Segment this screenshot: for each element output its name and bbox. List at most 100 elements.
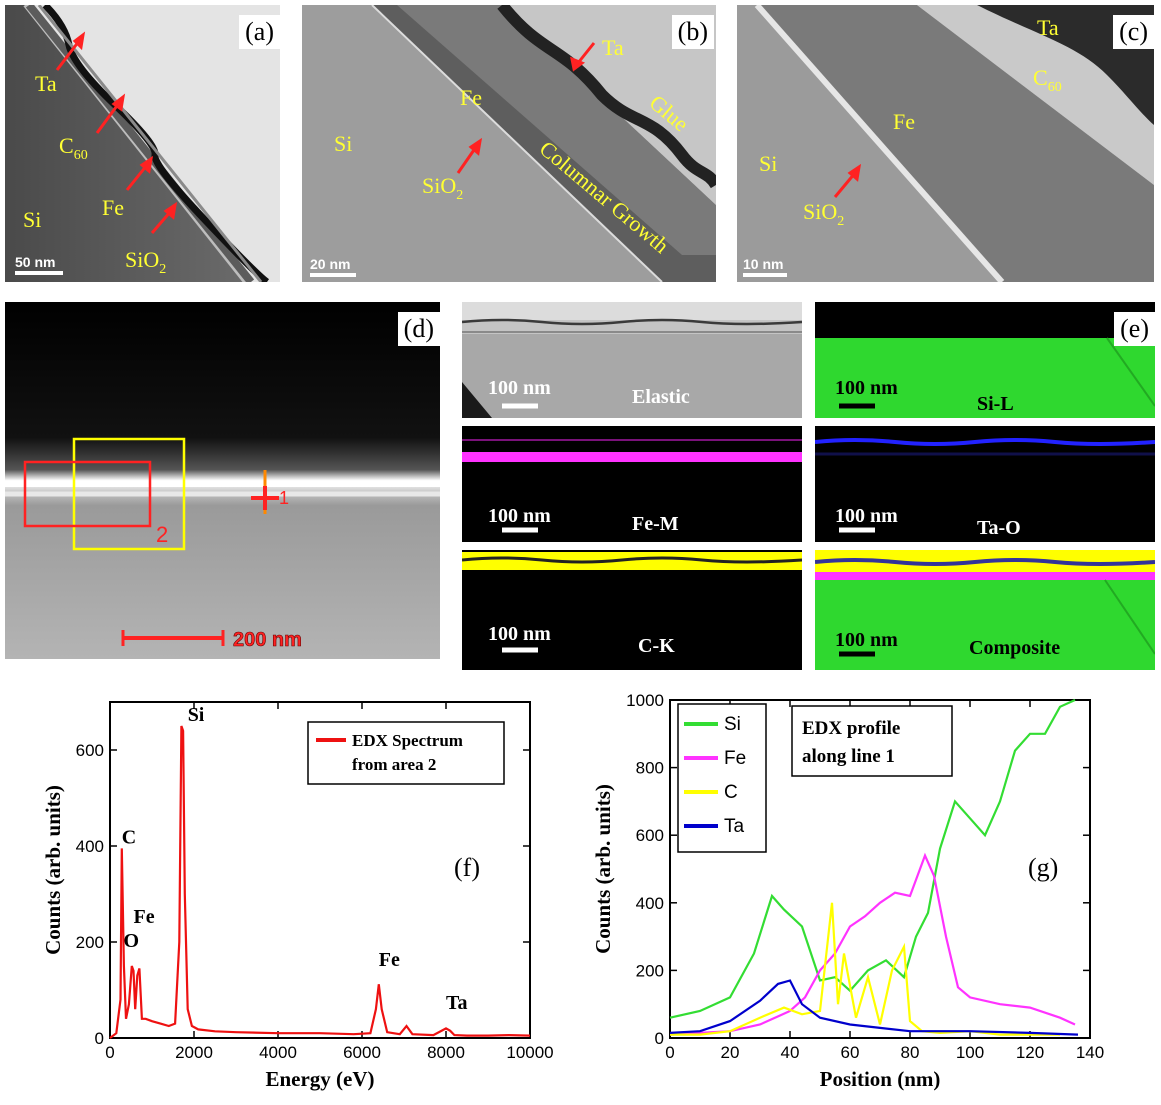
panel-b-label: (b) [671,15,714,49]
panel-a-si-label: Si [23,207,41,232]
y-tick-label: 200 [636,961,664,980]
panel-e-label: (e) [1114,312,1155,346]
series-line-edx-spectrum-from-area-2 [109,725,531,1039]
panel-d-micrograph: 1 2 200 nm [5,302,440,659]
x-tick-label: 2000 [175,1043,213,1062]
panel-e-tao-scale: 100 nm [835,505,898,527]
panel-a-label: (a) [239,15,280,49]
panel-c-arrows [833,163,862,198]
panel-e-map-c-k: 100 nm C-K [462,550,802,670]
x-tick-label: 0 [105,1043,114,1062]
x-tick-label: 60 [841,1043,860,1062]
annotation-line: EDX profile [802,718,900,739]
x-tick-label: 0 [665,1043,674,1062]
series-line-c [670,902,1060,1036]
panel-a-ta-label: Ta [35,71,57,96]
panel-a-sio2-label: SiO2 [125,247,166,277]
peak-label: C [122,827,136,849]
panel-b-tem-image: Ta Glue Fe Si SiO2 Columnar Growth 20 nm… [302,5,716,282]
panel-b-sio2-label: SiO2 [422,173,463,203]
panel-e-sil-label: Si-L [977,393,1014,415]
legend-box [307,721,505,785]
peak-label: Si [188,704,205,726]
panel-e-ck-scale: 100 nm [488,623,551,645]
panel-b-fe-label: Fe [460,85,482,110]
panel-f-edx-spectrum-chart: 0 2000 4000 6000 8000 10000 0 200 400 600 Energy (… [41,701,554,1091]
panel-c-tem-image: Ta C60 Fe Si SiO2 10 nm (c) [737,5,1154,282]
panel-c-fe-label: Fe [893,109,915,134]
plot-frame [669,699,1091,1039]
annotation-line: along line 1 [802,746,895,767]
panel-c-sio2-label: SiO2 [803,199,844,229]
panel-c-micrograph: Ta C60 Fe Si SiO2 10 nm [737,5,1154,282]
panel-g-edx-profile-chart: 0 20 40 60 80 100 120 140 0 200 400 600 800 1000 Posit… [591,691,1104,1091]
panel-b-si-label: Si [334,131,352,156]
series-line-si [669,698,1076,1019]
panel-c-label: (c) [1113,15,1154,49]
y-tick-label: 800 [636,759,664,778]
legend-label-c: C [724,782,738,803]
y-tick-label: 600 [636,826,664,845]
panel-a-scale-label: 50 nm [15,254,55,270]
legend-label-si: Si [724,714,741,735]
chart-legend: EDX Spectrum from area 2 [307,721,505,785]
y-tick-label: 0 [655,1029,664,1048]
y-axis-label: Counts (arb. units) [41,785,65,955]
panel-e-fem-scale: 100 nm [488,505,551,527]
panel-d-scale-label: 200 nm [233,629,302,651]
panel-e-ck-label: C-K [638,635,675,657]
x-tick-label: 40 [781,1043,800,1062]
panel-c-c60-label: C60 [1033,65,1062,95]
y-tick-label: 600 [76,741,104,760]
panel-d-area2-yellow-box [72,437,186,551]
panel-e-map-ta-o: 100 nm Ta-O [815,426,1155,542]
panel-d-area-red-box [23,460,152,528]
x-tick-label: 8000 [427,1043,465,1062]
panel-f-label: (f) [454,853,480,882]
legend-label-fe: Fe [724,748,746,769]
panel-a-tem-image: Ta C60 Fe Si SiO2 50 nm (a) [5,5,280,282]
panel-a-fe-label: Fe [102,195,124,220]
chart-legend: Si Fe C Ta [677,703,767,853]
x-tick-label: 120 [1016,1043,1044,1062]
x-axis-label: Energy (eV) [265,1067,374,1091]
peak-label: Fe [379,949,400,971]
x-tick-label: 80 [901,1043,920,1062]
peak-label: Ta [446,992,468,1014]
panel-e-sil-scale: 100 nm [835,377,898,399]
panel-b-ta-label: Ta [602,35,624,60]
panel-e-map-fe-m: 100 nm Fe-M [462,426,802,542]
panel-e-tao-label: Ta-O [977,517,1021,539]
panel-c-si-label: Si [759,151,777,176]
panel-e-map-elastic: 100 nm Elastic [462,302,802,418]
panel-e-elastic-scale: 100 nm [488,377,551,399]
y-tick-label: 400 [636,894,664,913]
x-tick-label: 100 [956,1043,984,1062]
panel-a-micrograph: Ta C60 Fe Si SiO2 50 nm [5,5,280,282]
y-axis-label: Counts (arb. units) [591,784,615,954]
panel-e-map-composite: 100 nm Composite [815,550,1155,670]
y-tick-label: 0 [95,1029,104,1048]
y-tick-label: 400 [76,837,104,856]
x-tick-label: 10000 [506,1043,553,1062]
panel-e-elastic-label: Elastic [632,386,690,408]
panel-e-map-si-l: 100 nm Si-L (e) [815,302,1155,418]
panel-e-composite-label: Composite [969,637,1060,659]
x-axis-label: Position (nm) [820,1067,941,1091]
peak-label: Fe [134,906,155,928]
panel-d-stem-image: 1 2 200 nm (d) [5,302,440,659]
plot-frame [109,701,531,1039]
panel-c-ta-label: Ta [1037,15,1059,40]
panel-d-marker-2: 2 [156,522,168,547]
panel-e-fem-label: Fe-M [632,513,679,535]
legend-box [677,703,767,853]
panel-d-label: (d) [397,312,440,346]
panel-c-scale-label: 10 nm [743,256,783,272]
x-tick-label: 20 [721,1043,740,1062]
legend-label-ta: Ta [724,816,745,837]
y-tick-label: 1000 [626,691,664,710]
panel-d-marker-1: 1 [279,488,289,508]
x-tick-label: 140 [1076,1043,1104,1062]
panel-b-micrograph: Ta Glue Fe Si SiO2 Columnar Growth 20 nm [302,5,716,282]
annotation-box [791,705,953,777]
